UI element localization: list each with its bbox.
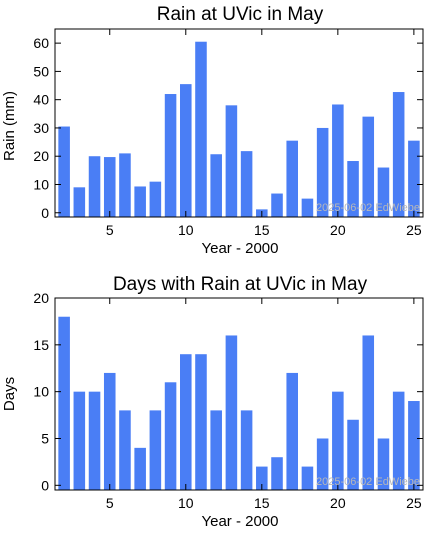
rain-chart-x-axis-label: Year - 2000 xyxy=(201,240,278,257)
rain-chart-bars xyxy=(58,41,420,217)
rain-chart-y-tick-label: 60 xyxy=(33,35,49,51)
rain-days-chart-bar xyxy=(210,410,222,490)
rain-chart-plot-frame xyxy=(54,28,424,218)
rain-days-chart-bar xyxy=(225,335,238,490)
rain-chart-bar xyxy=(134,186,146,217)
rain-chart-ticks: 0 10 20 30 40 50 60 5 10 15 20 25 xyxy=(33,29,423,238)
rain-days-chart-bar xyxy=(408,401,420,490)
rain-chart-bar xyxy=(119,153,131,217)
rain-days-chart-x-tick-label: 20 xyxy=(330,495,346,511)
rain-chart-y-axis-label: Rain (mm) xyxy=(1,91,18,161)
rain-chart-bar xyxy=(88,156,101,217)
rain-days-chart-title: Days with Rain at UVic in May xyxy=(113,274,368,295)
rain-chart-x-tick-label: 5 xyxy=(106,222,114,238)
rain-chart-bar xyxy=(408,140,420,217)
rain-chart-bar xyxy=(377,167,390,217)
rain-chart-bar xyxy=(240,151,253,217)
rain-days-chart-x-tick-label: 10 xyxy=(178,495,194,511)
rain-days-chart-bar xyxy=(88,391,101,490)
rain-chart-y-tick-label: 40 xyxy=(33,92,49,108)
rain-days-chart-bar xyxy=(332,391,344,490)
rain-days-chart-bar xyxy=(377,438,390,490)
rain-chart-y-tick-label: 30 xyxy=(33,120,49,136)
rain-days-chart-x-tick-label: 25 xyxy=(406,495,422,511)
rain-days-chart-x-tick-label: 15 xyxy=(254,495,270,511)
rain-days-chart: Days with Rain at UVic in May 0 5 10 15 20 5 1… xyxy=(1,274,424,530)
rain-chart: Rain at UVic in May 0 10 20 30 40 50 60 5 10 15 20… xyxy=(1,4,424,257)
rain-chart-bar xyxy=(210,154,222,217)
rain-chart-bar xyxy=(301,198,314,217)
rain-chart-bar xyxy=(164,94,177,217)
rain-chart-bar xyxy=(195,41,207,217)
rain-chart-bar xyxy=(103,157,116,217)
rain-chart-bar xyxy=(286,140,298,217)
rain-days-chart-bar xyxy=(347,419,359,490)
rain-days-chart-bar xyxy=(316,438,329,490)
rain-chart-bar xyxy=(316,127,329,217)
rain-days-chart-y-tick-label: 5 xyxy=(41,430,49,446)
rain-days-chart-watermark: 2025-06-02 EdWiebe xyxy=(316,476,420,488)
rain-days-chart-bars xyxy=(58,316,420,490)
rain-chart-x-tick-label: 15 xyxy=(254,222,270,238)
rain-chart-title: Rain at UVic in May xyxy=(157,4,324,25)
rain-chart-bar xyxy=(225,105,238,217)
rain-days-chart-bar xyxy=(362,335,375,490)
rain-days-chart-bar xyxy=(134,447,146,490)
rain-days-chart-plot-frame xyxy=(54,297,424,491)
rain-days-chart-bar xyxy=(195,354,207,490)
rain-chart-y-tick-label: 20 xyxy=(33,148,49,164)
rain-chart-bar xyxy=(271,193,283,217)
rain-days-chart-y-tick-label: 15 xyxy=(33,337,49,353)
rain-chart-y-tick-label: 10 xyxy=(33,176,49,192)
rain-chart-bar xyxy=(180,84,192,217)
rain-days-chart-y-tick-label: 10 xyxy=(33,384,49,400)
rain-chart-bar xyxy=(73,187,86,217)
rain-days-chart-bar xyxy=(103,372,116,490)
rain-days-chart-bar xyxy=(240,410,253,490)
rain-days-chart-bar xyxy=(286,372,298,490)
rain-chart-bar xyxy=(149,181,162,217)
rain-days-chart-bar xyxy=(256,466,268,490)
rain-days-chart-bar xyxy=(164,382,177,490)
rain-days-chart-bar xyxy=(119,410,131,490)
rain-days-chart-bar xyxy=(149,410,162,490)
rain-days-chart-bar xyxy=(392,391,405,490)
rain-days-chart-y-axis-label: Days xyxy=(1,377,18,411)
rain-chart-bar xyxy=(392,92,405,217)
rain-chart-watermark: 2025-06-02 EdWiebe xyxy=(316,202,420,214)
rain-chart-y-tick-label: 50 xyxy=(33,63,49,79)
rain-days-chart-bar xyxy=(180,354,192,490)
rain-chart-y-tick-label: 0 xyxy=(41,205,49,221)
rain-days-chart-y-tick-label: 0 xyxy=(41,477,49,493)
rain-days-chart-bar xyxy=(58,316,70,490)
rain-days-chart-y-tick-label: 20 xyxy=(33,290,49,306)
rain-chart-bar xyxy=(347,161,359,217)
rain-days-chart-bar xyxy=(271,457,283,490)
rain-chart-x-tick-label: 25 xyxy=(406,222,422,238)
rain-chart-bar xyxy=(332,104,344,217)
rain-days-chart-x-tick-label: 5 xyxy=(106,495,114,511)
rain-days-chart-bar xyxy=(301,466,314,490)
rain-chart-x-tick-label: 20 xyxy=(330,222,346,238)
rain-days-chart-x-axis-label: Year - 2000 xyxy=(201,513,278,530)
rain-days-chart-bar xyxy=(73,391,86,490)
rain-chart-bar xyxy=(362,116,375,217)
rain-chart-bar xyxy=(58,126,70,217)
rain-chart-x-tick-label: 10 xyxy=(178,222,194,238)
